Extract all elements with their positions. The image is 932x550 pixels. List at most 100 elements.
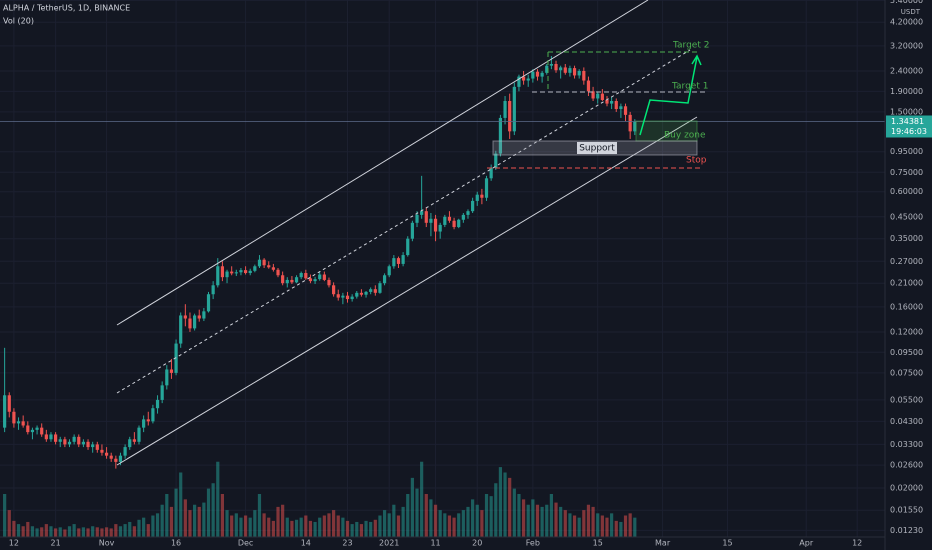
- volume-bar: [285, 517, 289, 537]
- x-tick-label: 11: [430, 539, 440, 548]
- y-tick-label: 0.75000: [890, 168, 923, 177]
- candle-body: [355, 292, 359, 297]
- volume-bar: [72, 524, 76, 537]
- candle-body: [549, 63, 553, 66]
- candle-body: [572, 68, 577, 76]
- candle-body: [396, 258, 401, 264]
- candle-body: [100, 449, 104, 453]
- y-tick-label: 0.16000: [890, 302, 923, 311]
- chart-title: ALPHA / TetherUS, 1D, BINANCE: [3, 4, 130, 13]
- volume-bar: [415, 488, 419, 537]
- candle-body: [318, 274, 322, 280]
- candle-body: [174, 343, 178, 373]
- candle-body: [313, 279, 317, 282]
- volume-bar: [332, 510, 336, 537]
- candles: [0, 55, 885, 469]
- volume-bar: [243, 515, 248, 537]
- candle-body: [290, 279, 294, 283]
- volume-bar: [146, 524, 150, 537]
- projection-arrow: [691, 54, 702, 66]
- volume-bar: [424, 493, 428, 537]
- x-tick-label: 15: [593, 539, 603, 548]
- candle-body: [364, 291, 368, 295]
- candle-body: [563, 67, 567, 73]
- volume-bar: [230, 515, 234, 537]
- candle-body: [577, 70, 581, 76]
- volume-bar: [322, 515, 326, 537]
- volume-bar: [197, 506, 201, 537]
- candle-body: [327, 279, 331, 286]
- candle-body: [452, 220, 456, 228]
- candle-body: [359, 292, 364, 295]
- y-tick-label: 2.40000: [890, 66, 923, 75]
- volume-bar: [373, 519, 377, 537]
- x-tick-label: Mar: [655, 539, 671, 548]
- volume-bar: [406, 493, 410, 537]
- volume-bar: [392, 504, 396, 537]
- y-tick-label: 0.04300: [890, 417, 923, 426]
- support-label: Support: [579, 144, 615, 154]
- volume-bar: [554, 502, 558, 537]
- candle-body: [16, 421, 21, 424]
- volume-bar: [225, 510, 229, 537]
- candle-body: [489, 167, 493, 179]
- y-tick-label: 0.05500: [890, 395, 923, 404]
- candle-body: [373, 289, 377, 293]
- y-tick-label: 5.40000: [890, 0, 923, 5]
- candle-body: [81, 441, 86, 445]
- volume-bar: [577, 517, 581, 537]
- volume-bar: [313, 521, 317, 537]
- volume-bar: [308, 520, 313, 537]
- candle-body: [72, 436, 76, 442]
- x-tick-label: 21: [51, 539, 61, 548]
- candle-body: [21, 421, 25, 426]
- volume-bar: [433, 504, 438, 537]
- y-tick-label: 0.60000: [890, 187, 923, 196]
- volume-bar: [169, 506, 174, 537]
- candle-body: [104, 452, 109, 456]
- channel-lower: [116, 116, 698, 466]
- candle-body: [494, 153, 498, 168]
- candle-body: [447, 216, 452, 221]
- candle-body: [387, 266, 391, 276]
- candle-body: [40, 427, 44, 435]
- volume-bar: [568, 513, 572, 537]
- candle-body: [605, 99, 609, 104]
- volume-bar: [281, 504, 285, 537]
- volume-bar: [193, 504, 197, 537]
- candle-body: [7, 395, 11, 412]
- candle-body: [443, 216, 447, 225]
- candle-body: [600, 93, 604, 100]
- x-tick-label: 23: [342, 539, 352, 548]
- candle-body: [12, 411, 16, 424]
- x-tick-label: Nov: [99, 539, 115, 548]
- x-tick-label: 14: [301, 539, 311, 548]
- candle-body: [461, 214, 465, 220]
- candle-body: [35, 427, 39, 430]
- y-tick-label: 3.20000: [890, 41, 923, 50]
- candle-body: [554, 63, 558, 71]
- candle-body: [193, 315, 197, 329]
- candle-body: [512, 86, 516, 132]
- volume-bar: [206, 488, 211, 537]
- candle-body: [322, 274, 326, 280]
- volume-bar: [290, 520, 294, 537]
- volume-bar: [183, 499, 187, 537]
- candle-body: [262, 259, 266, 266]
- candle-body: [63, 439, 67, 445]
- candle-body: [67, 441, 72, 445]
- candle-body: [216, 266, 220, 286]
- y-tick-label: 0.35000: [890, 234, 923, 243]
- candle-body: [345, 295, 350, 300]
- candle-body: [586, 80, 591, 92]
- candle-body: [628, 114, 632, 132]
- volume-bar: [77, 528, 81, 537]
- y-tick-label: 0.12000: [890, 327, 923, 336]
- indicator-label: Vol (20): [3, 17, 34, 26]
- volume-bar: [16, 524, 21, 537]
- candle-body: [248, 270, 252, 274]
- candle-body: [521, 76, 526, 81]
- candle-body: [95, 444, 99, 450]
- volume-bar: [521, 499, 526, 537]
